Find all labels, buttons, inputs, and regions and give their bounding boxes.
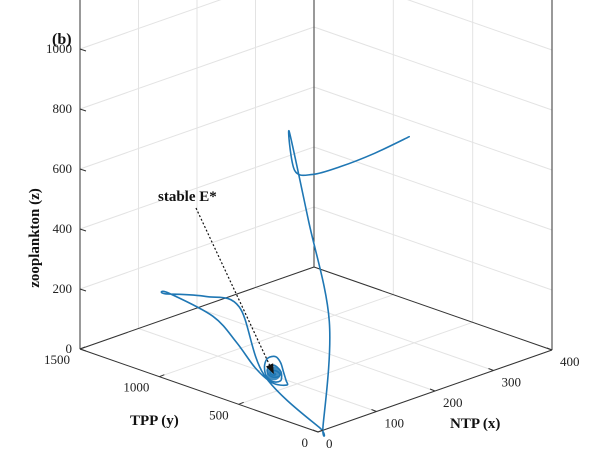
y-tick-mark bbox=[238, 401, 244, 405]
grid-line-side-z bbox=[407, 0, 553, 51]
grid-line-back-z bbox=[79, 86, 315, 170]
x-tick-label: 0 bbox=[326, 436, 333, 451]
x-tick-label: 300 bbox=[502, 375, 522, 390]
grid-line-side-z bbox=[313, 26, 553, 111]
y-tick-label: 500 bbox=[209, 407, 229, 422]
tick-labels: 0200400600800100012000500100015000100200… bbox=[44, 41, 580, 451]
annotation-label: stable E* bbox=[158, 189, 217, 205]
z-tick-mark bbox=[79, 288, 87, 292]
x-tick-mark bbox=[546, 347, 553, 351]
grid-line-side-z bbox=[313, 86, 553, 171]
x-tick-mark bbox=[371, 409, 377, 412]
z-axis-label: zooplankton (z) bbox=[27, 188, 43, 288]
x-tick-label: 400 bbox=[560, 354, 580, 369]
annotation-arrow-head bbox=[265, 363, 274, 375]
grid-line-floor-y bbox=[159, 294, 394, 378]
x-tick-label: 200 bbox=[443, 395, 463, 410]
z-tick-label: 800 bbox=[53, 101, 73, 116]
z-tick-mark bbox=[79, 168, 87, 172]
y-tick-label: 1000 bbox=[123, 380, 149, 395]
z-tick-label: 1000 bbox=[46, 41, 72, 56]
grid-line-back-z bbox=[79, 146, 315, 230]
z-tick-label: 200 bbox=[53, 281, 73, 296]
z-tick-mark bbox=[79, 348, 87, 352]
z-tick-mark bbox=[79, 108, 87, 112]
annotation-arrow bbox=[195, 207, 275, 375]
panel-label: (b) bbox=[52, 31, 72, 48]
box-edge bbox=[79, 266, 315, 350]
grid-line-back-z bbox=[79, 0, 222, 50]
z-tick-mark bbox=[79, 48, 87, 52]
grid-line-floor-x bbox=[196, 307, 436, 392]
grid-line-side-z bbox=[313, 206, 553, 291]
box-edge bbox=[79, 348, 319, 433]
y-tick-mark bbox=[159, 374, 165, 378]
grid-layer bbox=[79, 0, 553, 433]
x-tick-label: 100 bbox=[385, 416, 405, 431]
z-tick-label: 600 bbox=[53, 161, 73, 176]
x-axis-label: NTP (x) bbox=[450, 416, 500, 432]
x-tick-mark bbox=[312, 429, 319, 433]
grid-line-floor-x bbox=[255, 287, 494, 371]
annotation: stable E* bbox=[158, 189, 275, 375]
x-tick-mark bbox=[488, 368, 494, 371]
grid-line-back-z bbox=[79, 206, 315, 290]
y-tick-label: 1500 bbox=[44, 352, 70, 367]
grid-line-back-z bbox=[79, 26, 315, 110]
y-tick-mark bbox=[79, 346, 86, 350]
y-axis-label: TPP (y) bbox=[130, 413, 179, 429]
z-tick-mark bbox=[79, 228, 87, 232]
x-tick-mark bbox=[429, 388, 436, 392]
z-tick-label: 0 bbox=[66, 341, 73, 356]
box-edge bbox=[313, 266, 553, 351]
y-tick-label: 0 bbox=[302, 435, 309, 450]
grid-line-side-z bbox=[313, 146, 553, 231]
z-tick-label: 400 bbox=[53, 221, 73, 236]
axes-box bbox=[79, 0, 553, 433]
y-tick-mark bbox=[317, 429, 324, 433]
